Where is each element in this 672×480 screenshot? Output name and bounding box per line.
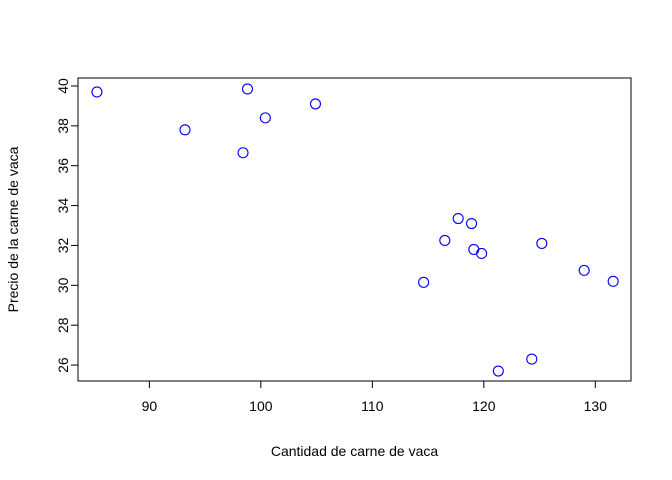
x-axis: 90 100 110 120 130 xyxy=(142,380,608,414)
y-tick-label: 26 xyxy=(55,357,71,373)
x-axis-label: Cantidad de carne de vaca xyxy=(271,443,439,459)
x-tick-label: 120 xyxy=(472,398,496,414)
y-tick-label: 30 xyxy=(55,277,71,293)
y-axis-label: Precio de la carne de vaca xyxy=(5,146,21,312)
data-point xyxy=(91,86,103,98)
data-point xyxy=(476,247,488,259)
data-point xyxy=(179,124,191,136)
data-point xyxy=(468,243,480,255)
data-point xyxy=(259,112,271,124)
data-point xyxy=(526,353,538,365)
x-tick-label: 110 xyxy=(361,398,384,414)
data-point xyxy=(241,83,254,95)
x-tick-label: 100 xyxy=(249,398,273,414)
y-axis: 26 28 30 32 34 36 38 40 xyxy=(55,78,79,373)
data-points xyxy=(91,83,619,377)
data-point xyxy=(466,217,478,230)
data-point xyxy=(439,234,451,247)
data-point xyxy=(492,365,504,377)
y-tick-label: 36 xyxy=(55,158,71,174)
y-tick-label: 32 xyxy=(55,237,71,253)
plot-area-border xyxy=(77,77,632,382)
y-tick-label: 40 xyxy=(55,78,71,94)
data-point xyxy=(418,276,430,288)
data-point xyxy=(309,98,322,110)
x-tick-label: 90 xyxy=(142,398,158,414)
data-point xyxy=(452,212,464,225)
y-tick-label: 34 xyxy=(55,198,71,214)
x-tick-label: 130 xyxy=(584,398,608,414)
y-tick-label: 38 xyxy=(55,118,71,134)
data-point xyxy=(607,275,619,287)
data-point xyxy=(237,147,249,159)
data-point xyxy=(578,264,590,276)
y-tick-label: 28 xyxy=(55,317,71,333)
data-point xyxy=(536,237,548,250)
